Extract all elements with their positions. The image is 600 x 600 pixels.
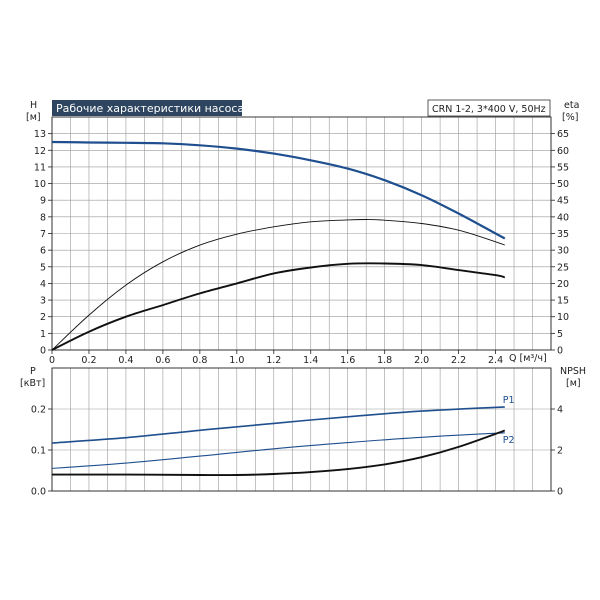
y-right-tick-label: 0 [557,487,563,498]
model-label: CRN 1-2, 3*400 V, 50Hz [432,104,546,115]
y-right-tick-label: 4 [557,405,563,416]
y-left-tick-label: 0.1 [31,446,46,457]
y-left-tick-label: 6 [40,246,46,257]
chart-labels: Рабочие характеристики насоса CRN 1-2, 3… [20,99,586,389]
y-left-tick-label: 5 [40,262,46,273]
series-line-0-0 [51,140,506,240]
plot-frame [51,367,552,492]
y-left-tick-label: 12 [34,146,46,157]
y-left-tick-label: 8 [40,212,46,223]
title-box [52,100,242,116]
series-line-0-1 [51,219,505,351]
x-tick-label: 1.4 [303,355,318,366]
x-tick-label: 1.2 [266,355,281,366]
y-right-title: eta [564,100,579,111]
y-right-unit: [%] [562,112,578,123]
y-left-tick-label: 9 [40,196,46,207]
y-right-tick-label: 65 [557,129,569,140]
x-tick-label: 0.8 [192,355,207,366]
y-right-tick-label: 10 [557,312,569,323]
y-right-tick-label: 35 [557,229,569,240]
y-right-tick-label: 2 [557,446,563,457]
y-right-tick-label: 55 [557,162,569,173]
y-left-tick-label: 3 [40,296,46,307]
head-efficiency-panel: 0123456789101112130510152025303540455055… [34,116,569,366]
y-left-tick-label: 2 [40,312,46,323]
y-left-tick-label: 0 [40,346,46,357]
x-tick-label: 0.4 [118,355,133,366]
x-tick-label: 1.0 [229,355,244,366]
y-left-tick-label: 0.2 [31,405,46,416]
y-right-tick-label: 30 [557,246,569,257]
y-right-tick-label: 50 [557,179,569,190]
model-box [427,99,551,117]
x-axis-title: Q [м³/ч] [509,353,547,364]
y-left-tick-label: 13 [34,129,46,140]
y-right-tick-label: 15 [557,296,569,307]
y-right-tick-label: 20 [557,279,569,290]
chart-title: Рабочие характеристики насоса [56,102,244,115]
x-tick-label: 1.6 [340,355,355,366]
y-right-tick-label: 45 [557,196,569,207]
y-left-tick-label: 7 [40,229,46,240]
y-left-tick-label: 4 [40,279,46,290]
npsh-axis-unit: [м] [566,378,581,389]
power-npsh-panel: 0.0 0.1 0.2 0 2 4 P1 P2 [31,367,563,498]
x-tick-label: 2.2 [451,355,466,366]
y-right-tick-label: 40 [557,212,569,223]
y-left-tick-label: 0.0 [31,487,46,498]
y-left-tick-label: 10 [34,179,46,190]
x-tick-label: 2.0 [414,355,429,366]
y-left-tick-label: 11 [34,162,46,173]
x-tick-label: 0.6 [155,355,170,366]
x-tick-label: 0 [49,355,55,366]
y-left-tick-label: 1 [40,329,46,340]
series-label: P2 [503,435,515,446]
y-right-tick-label: 60 [557,146,569,157]
y-right-tick-label: 5 [557,329,563,340]
npsh-axis-title: NPSH [560,366,586,377]
y-left-unit: [м] [26,112,41,123]
x-tick-label: 1.8 [377,355,392,366]
x-tick-label: 2.4 [488,355,503,366]
power-axis-unit: [кВт] [20,378,45,389]
power-axis-title: P [30,366,36,377]
y-left-title: H [30,100,37,111]
series-line-1-0 [51,406,505,444]
y-right-tick-label: 0 [557,346,563,357]
series-label: P1 [503,395,515,406]
x-tick-label: 0.2 [81,355,96,366]
plot-frame [51,116,552,351]
y-right-tick-label: 25 [557,262,569,273]
series-line-1-1 [51,432,505,469]
series-line-1-2 [51,429,506,477]
series-line-0-2 [51,262,506,351]
